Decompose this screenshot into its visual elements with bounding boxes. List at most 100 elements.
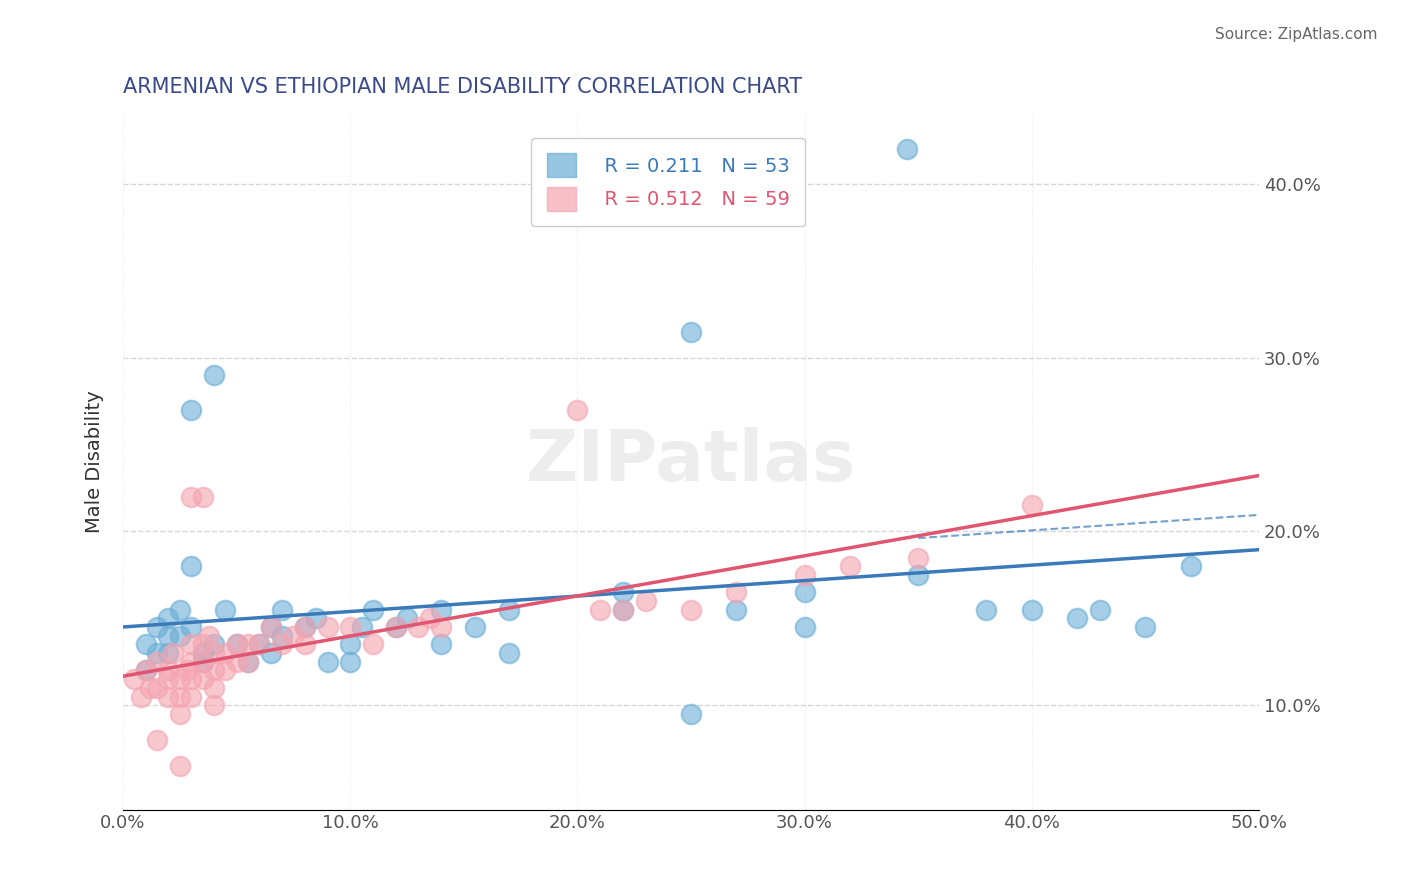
Point: [236, 655, 259, 669]
Point: [202, 646, 225, 660]
Point: [157, 629, 180, 643]
Point: [146, 733, 169, 747]
Point: [162, 646, 184, 660]
Point: [180, 490, 202, 504]
Point: [191, 637, 214, 651]
Point: [202, 698, 225, 713]
Point: [169, 706, 191, 721]
Point: [419, 611, 441, 625]
Point: [260, 620, 283, 634]
Point: [180, 559, 202, 574]
Point: [339, 620, 361, 634]
Point: [236, 655, 259, 669]
Point: [430, 602, 453, 616]
Point: [139, 681, 162, 695]
Point: [1088, 602, 1111, 616]
Point: [384, 620, 406, 634]
Point: [1021, 602, 1043, 616]
Point: [180, 620, 202, 634]
Point: [464, 620, 486, 634]
Point: [169, 602, 191, 616]
Text: Source: ZipAtlas.com: Source: ZipAtlas.com: [1215, 27, 1378, 42]
Point: [1021, 499, 1043, 513]
Y-axis label: Male Disability: Male Disability: [86, 391, 104, 533]
Point: [180, 655, 202, 669]
Point: [225, 637, 247, 651]
Point: [191, 646, 214, 660]
Point: [157, 664, 180, 678]
Point: [305, 611, 328, 625]
Point: [361, 602, 384, 616]
Point: [191, 655, 214, 669]
Point: [361, 637, 384, 651]
Point: [169, 759, 191, 773]
Point: [146, 620, 169, 634]
Point: [191, 655, 214, 669]
Point: [679, 325, 702, 339]
Point: [498, 602, 520, 616]
Point: [176, 664, 198, 678]
Point: [146, 681, 169, 695]
Point: [157, 672, 180, 686]
Point: [384, 620, 406, 634]
Point: [725, 602, 748, 616]
Point: [202, 637, 225, 651]
Point: [976, 602, 998, 616]
Point: [907, 567, 929, 582]
Point: [339, 655, 361, 669]
Point: [896, 142, 918, 156]
Point: [350, 620, 373, 634]
Point: [839, 559, 862, 574]
Point: [316, 620, 339, 634]
Point: [202, 368, 225, 382]
Point: [236, 637, 259, 651]
Point: [191, 490, 214, 504]
Point: [146, 646, 169, 660]
Point: [214, 602, 236, 616]
Point: [793, 585, 815, 599]
Point: [395, 611, 418, 625]
Point: [214, 664, 236, 678]
Point: [612, 602, 634, 616]
Point: [169, 690, 191, 704]
Point: [260, 620, 283, 634]
Point: [260, 646, 283, 660]
Point: [679, 706, 702, 721]
Point: [1135, 620, 1157, 634]
Point: [498, 646, 520, 660]
Point: [124, 672, 146, 686]
Point: [247, 637, 270, 651]
Point: [135, 637, 157, 651]
Point: [180, 690, 202, 704]
Point: [430, 620, 453, 634]
Point: [430, 637, 453, 651]
Point: [169, 672, 191, 686]
Point: [408, 620, 430, 634]
Point: [567, 402, 589, 417]
Point: [202, 681, 225, 695]
Point: [294, 637, 316, 651]
Point: [247, 637, 270, 651]
Point: [180, 637, 202, 651]
Point: [157, 611, 180, 625]
Point: [157, 690, 180, 704]
Point: [634, 594, 657, 608]
Point: [283, 629, 305, 643]
Point: [294, 620, 316, 634]
Point: [202, 664, 225, 678]
Point: [135, 664, 157, 678]
Point: [146, 655, 169, 669]
Point: [180, 672, 202, 686]
Point: [271, 602, 294, 616]
Point: [214, 646, 236, 660]
Point: [612, 585, 634, 599]
Point: [129, 690, 152, 704]
Point: [294, 620, 316, 634]
Point: [198, 629, 221, 643]
Point: [589, 602, 612, 616]
Point: [225, 637, 247, 651]
Legend:   R = 0.211   N = 53,   R = 0.512   N = 59: R = 0.211 N = 53, R = 0.512 N = 59: [531, 138, 806, 227]
Text: ZIPatlas: ZIPatlas: [526, 427, 856, 497]
Point: [316, 655, 339, 669]
Point: [180, 402, 202, 417]
